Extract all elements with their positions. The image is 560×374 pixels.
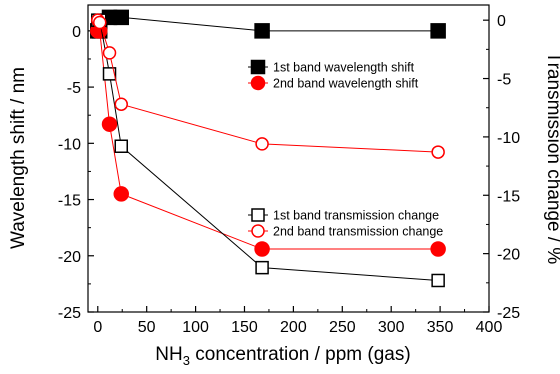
y-left-tick-label: -20 bbox=[58, 249, 81, 266]
y-right-axis-title: Transmission change / % bbox=[543, 52, 560, 265]
y-left-axis-title: Wavelength shift / nm bbox=[8, 67, 29, 249]
x-axis-title: NH3 concentration / ppm (gas) bbox=[155, 344, 410, 368]
legend-item: 2nd band transmission change bbox=[248, 224, 443, 239]
x-axis-title-main: NH bbox=[155, 344, 182, 365]
data-point bbox=[102, 67, 117, 81]
x-tick-label: 50 bbox=[138, 319, 156, 336]
data-point bbox=[255, 260, 269, 275]
y-left-tick-label: 0 bbox=[72, 24, 81, 41]
y-right-tick-label: -20 bbox=[497, 247, 520, 264]
y-left-tick-label: -15 bbox=[58, 193, 81, 210]
data-point bbox=[113, 186, 130, 202]
data-point bbox=[114, 97, 129, 111]
x-tick-label: 150 bbox=[231, 319, 258, 336]
y-left-tick-label: -10 bbox=[58, 136, 81, 153]
data-point bbox=[113, 9, 130, 26]
x-axis-ticks: 0 50 100 150 200 250 300 350 400 bbox=[93, 306, 502, 336]
x-tick-label: 300 bbox=[378, 319, 405, 336]
data-point bbox=[102, 46, 117, 60]
y-right-axis-ticks: 0 -5 -10 -15 -20 -25 bbox=[483, 13, 520, 322]
data-point bbox=[255, 137, 269, 151]
legend-label: 2nd band wavelength shift bbox=[273, 77, 419, 91]
legend-label: 1st band transmission change bbox=[273, 209, 439, 223]
x-tick-label: 200 bbox=[280, 319, 307, 336]
data-point bbox=[431, 273, 445, 288]
data-point bbox=[431, 145, 445, 159]
legend-label: 2nd band transmission change bbox=[273, 225, 443, 239]
data-point bbox=[254, 241, 270, 257]
y-left-axis-ticks: 0 -5 -10 -15 -20 -25 bbox=[58, 24, 94, 322]
y-right-tick-label: -25 bbox=[497, 305, 520, 322]
y-right-tick-label: -15 bbox=[497, 188, 520, 205]
data-point bbox=[92, 15, 107, 30]
data-point bbox=[101, 116, 118, 132]
legend-marker bbox=[250, 75, 266, 91]
series-layer bbox=[90, 9, 446, 288]
series-1 bbox=[90, 9, 446, 39]
y-left-tick-label: -5 bbox=[67, 80, 81, 97]
series-4 bbox=[91, 13, 445, 159]
series-line bbox=[97, 19, 439, 281]
legend-layer: 1st band wavelength shift 2nd band wavele… bbox=[248, 59, 443, 239]
legend-marker bbox=[251, 208, 265, 222]
legend-item: 1st band wavelength shift bbox=[248, 59, 415, 75]
x-tick-label: 250 bbox=[329, 319, 356, 336]
x-tick-label: 400 bbox=[476, 319, 503, 336]
legend-item: 2nd band wavelength shift bbox=[248, 75, 419, 91]
x-tick-label: 350 bbox=[427, 319, 454, 336]
y-right-tick-label: 0 bbox=[497, 13, 506, 30]
legend-marker bbox=[250, 59, 266, 75]
legend-marker bbox=[251, 224, 265, 238]
x-axis-title-sub: 3 bbox=[183, 353, 190, 368]
legend-2: 1st band transmission change 2nd band tra… bbox=[248, 208, 443, 239]
legend-item: 1st band transmission change bbox=[248, 208, 439, 223]
y-right-tick-label: -10 bbox=[497, 130, 520, 147]
data-point bbox=[430, 241, 446, 257]
y-left-tick-label: -25 bbox=[58, 305, 81, 322]
legend-label: 1st band wavelength shift bbox=[273, 61, 415, 75]
y-right-tick-label: -5 bbox=[497, 72, 511, 89]
data-point bbox=[114, 139, 129, 153]
x-tick-label: 100 bbox=[182, 319, 209, 336]
legend-1: 1st band wavelength shift 2nd band wavele… bbox=[248, 59, 419, 91]
plot-frame bbox=[87, 4, 490, 313]
data-point bbox=[430, 23, 446, 39]
x-axis-title-rest: concentration / ppm (gas) bbox=[190, 344, 411, 365]
data-point bbox=[254, 23, 270, 39]
x-tick-label: 0 bbox=[93, 319, 102, 336]
